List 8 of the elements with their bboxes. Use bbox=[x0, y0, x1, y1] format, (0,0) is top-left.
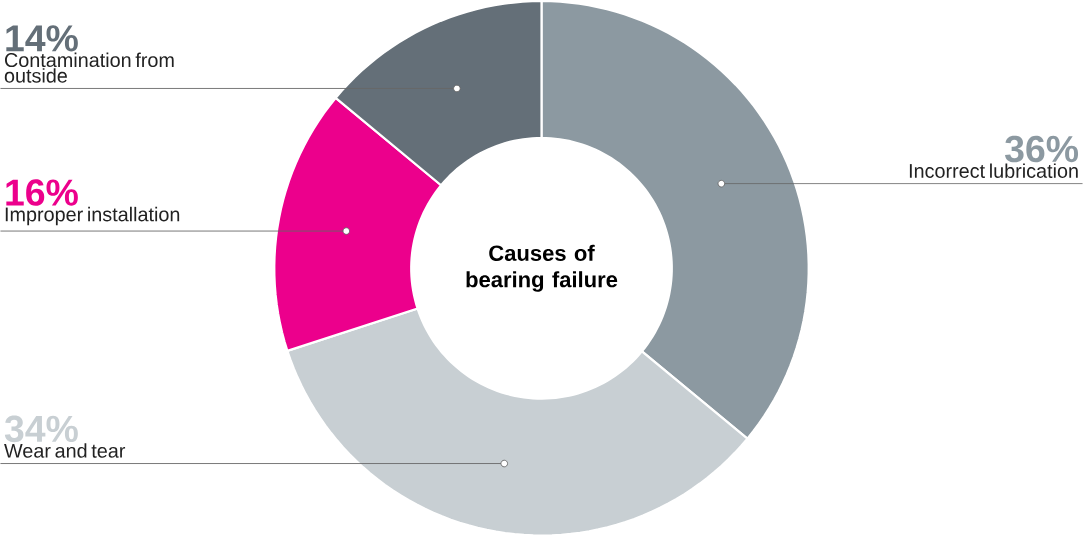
slice-label: Incorrect lubrication bbox=[909, 163, 1078, 179]
data-label: 36% bbox=[1005, 135, 1079, 163]
data-label: 14% bbox=[6, 25, 78, 52]
slice-label: Wear and tear bbox=[4, 443, 126, 458]
data-label: 16% bbox=[6, 179, 78, 206]
slice-label: Contamination from outside bbox=[4, 52, 174, 83]
text: Causes of bearing failure bbox=[466, 244, 618, 292]
slice-label: Improper installation bbox=[5, 207, 180, 226]
